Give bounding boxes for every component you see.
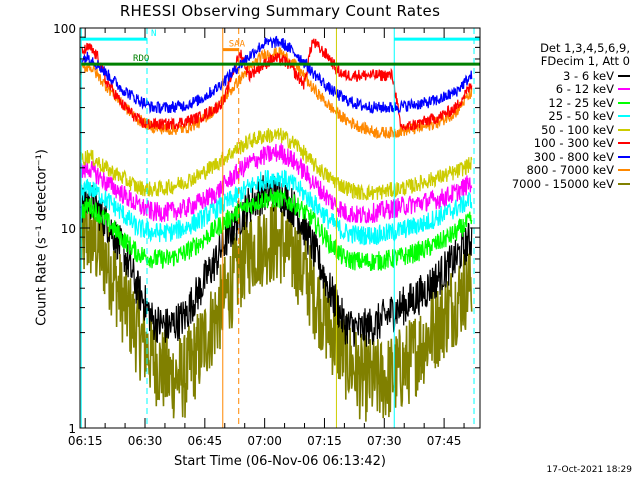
- flag-label-rdo: RDO: [133, 54, 149, 64]
- legend-header-2: FDecim 1, Att 0: [540, 54, 630, 68]
- legend-entry: 25 - 50 keV: [548, 109, 630, 123]
- legend-swatch: [618, 101, 630, 104]
- legend-label: 6 - 12 keV: [555, 82, 614, 96]
- x-tick-label: 06:30: [128, 434, 163, 448]
- series-line-7000to15000kev: [80, 197, 473, 422]
- legend-entry: 3 - 6 keV: [563, 68, 630, 83]
- legend-entry: 800 - 7000 keV: [526, 163, 630, 177]
- legend-label: 300 - 800 keV: [533, 149, 614, 164]
- legend-label: 100 - 300 keV: [533, 136, 614, 150]
- x-tick-label: 07:15: [307, 434, 342, 448]
- legend-header-1: Det 1,3,4,5,6,9,: [540, 41, 630, 55]
- series-line-300to800kev: [80, 35, 473, 115]
- legend-swatch: [618, 155, 630, 158]
- legend-label: 7000 - 15000 keV: [511, 176, 614, 191]
- legend-swatch: [618, 115, 630, 117]
- legend-label: 25 - 50 keV: [548, 109, 614, 123]
- legend-label: 3 - 6 keV: [563, 68, 614, 83]
- y-tick-label: 10: [61, 222, 76, 236]
- chart-title: RHESSI Observing Summary Count Rates: [119, 2, 441, 20]
- x-tick-label: 06:45: [188, 434, 223, 448]
- timestamp: 17-Oct-2021 18:29: [546, 465, 632, 475]
- x-tick-label: 06:15: [68, 434, 103, 448]
- legend-entry: 50 - 100 keV: [541, 122, 630, 137]
- legend-swatch: [618, 169, 630, 171]
- y-axis-label: Count Rate (s⁻¹ detector⁻¹): [34, 149, 50, 326]
- legend-swatch: [618, 182, 630, 185]
- y-tick-label: 100: [53, 22, 76, 36]
- legend-entry: 300 - 800 keV: [533, 149, 630, 164]
- legend-swatch: [618, 128, 630, 131]
- legend-entry: 12 - 25 keV: [548, 95, 630, 110]
- legend-label: 12 - 25 keV: [548, 95, 614, 110]
- x-tick-label: 07:30: [367, 434, 402, 448]
- legend-swatch: [618, 74, 630, 77]
- series-line-12to25kev: [80, 189, 473, 271]
- legend-entry: 7000 - 15000 keV: [511, 176, 630, 191]
- y-tick-label: 1: [68, 422, 76, 436]
- series-line-6to12kev: [80, 143, 473, 224]
- x-tick-label: 07:00: [247, 434, 282, 448]
- series-line-3to6kev: [80, 174, 473, 347]
- x-axis-label: Start Time (06-Nov-06 06:13:42): [174, 454, 386, 469]
- legend-entry: 6 - 12 keV: [555, 82, 630, 96]
- legend-swatch: [618, 88, 630, 90]
- legend-swatch: [618, 142, 630, 144]
- series-line-100to300kev: [81, 38, 473, 132]
- series-line-25to50kev: [80, 169, 473, 246]
- flag-label-saa: SAA: [229, 40, 246, 50]
- flag-label-n: N: [151, 29, 156, 39]
- legend-label: 50 - 100 keV: [541, 122, 614, 137]
- legend-label: 800 - 7000 keV: [526, 163, 614, 177]
- x-tick-label: 07:45: [427, 434, 462, 448]
- series-line-50to100kev: [80, 127, 473, 201]
- legend-entry: 100 - 300 keV: [533, 136, 630, 150]
